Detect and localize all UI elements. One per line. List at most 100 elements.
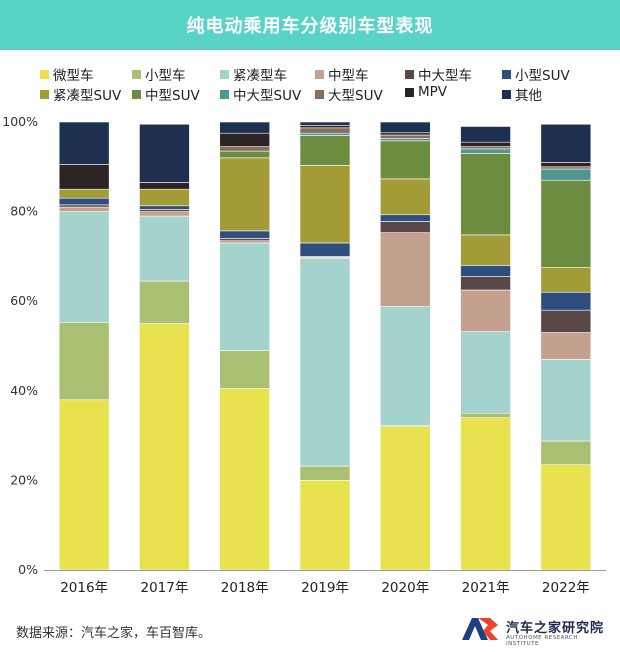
y-tick-label: 60% <box>10 293 38 308</box>
legend-item: 中型车 <box>315 64 369 84</box>
brand-logo-icon <box>462 618 498 640</box>
bar-segment <box>460 234 511 266</box>
brand-block: 汽车之家研究院 AUTOHOME RESEARCH INSTITUTE <box>460 613 610 647</box>
bar-segment <box>299 132 351 136</box>
bar-segment <box>58 204 110 208</box>
bar-segment <box>139 209 190 212</box>
bar-segment <box>379 178 431 216</box>
bar-segment <box>460 412 511 418</box>
bar-segment <box>58 188 110 199</box>
bar-segment <box>219 150 271 159</box>
bar-segment <box>299 121 351 126</box>
bar-segment <box>299 135 351 166</box>
legend-label: 紧凑型车 <box>233 68 287 84</box>
bar-segment <box>540 166 592 170</box>
bar-segment <box>139 188 190 207</box>
bar-segment <box>299 242 351 257</box>
legend-item: 中型SUV <box>132 84 200 104</box>
bar-segment <box>540 359 592 442</box>
bar-segment <box>540 168 592 181</box>
legend-swatch <box>502 89 511 99</box>
bar-segment <box>219 240 271 244</box>
legend-label: 中大型SUV <box>233 88 302 104</box>
legend-item: 其他 <box>502 84 542 104</box>
bar-segment <box>379 138 431 142</box>
bar-segment <box>219 242 271 351</box>
legend-item: 小型SUV <box>502 64 570 84</box>
legend-label: 大型SUV <box>328 88 383 104</box>
bar-segment <box>379 140 431 180</box>
bar-segment <box>58 206 110 212</box>
chart-title: 纯电动乘用车分级别车型表现 <box>186 16 434 37</box>
legend-label: 微型车 <box>53 68 94 84</box>
legend-swatch <box>40 89 49 99</box>
legend-item: 微型车 <box>40 64 94 84</box>
bar-segment <box>460 417 511 571</box>
bar-segment <box>299 127 351 134</box>
legend-label: 其他 <box>515 88 542 104</box>
x-tick-label: 2018年 <box>221 580 269 596</box>
bar-segment <box>460 265 511 277</box>
legend-item: 小型车 <box>132 64 186 84</box>
bar-segment <box>139 182 190 190</box>
y-tick-label: 80% <box>10 204 38 219</box>
bar-segment <box>379 132 431 136</box>
bar-segment <box>379 426 431 571</box>
chart-title-banner: 纯电动乘用车分级别车型表现 <box>0 0 620 50</box>
legend-item: 大型SUV <box>315 84 383 104</box>
bar-segment <box>219 238 271 242</box>
bar-segment <box>540 309 592 333</box>
bar-segment <box>460 148 511 154</box>
bar-segment <box>540 179 592 268</box>
bar-segment <box>58 121 110 165</box>
bar-segment <box>540 464 592 571</box>
bar-segment <box>219 121 271 134</box>
bar-segment <box>540 440 592 466</box>
bar-segment <box>58 211 110 324</box>
legend-item: 紧凑型车 <box>220 64 287 84</box>
bar-segment <box>379 134 431 139</box>
bar-segment <box>139 123 190 183</box>
x-tick-label: 2020年 <box>381 580 429 596</box>
bar-segment <box>460 331 511 414</box>
y-tick-label: 40% <box>10 383 38 398</box>
bar-segment <box>460 276 511 291</box>
legend-swatch <box>502 69 511 79</box>
bar-segment <box>540 291 592 311</box>
bar-segment <box>379 306 431 426</box>
legend-label: 中大型车 <box>418 68 472 84</box>
legend-label: 中型SUV <box>145 88 200 104</box>
legend-swatch <box>220 69 229 79</box>
bar-segment <box>219 157 271 232</box>
bar-segment <box>58 164 110 190</box>
bar-segment <box>299 258 351 467</box>
bar-segment <box>139 323 190 571</box>
y-tick-label: 20% <box>10 472 38 487</box>
x-tick-label: 2022年 <box>542 580 590 596</box>
legend-label: 小型车 <box>145 68 186 84</box>
bar-segment <box>58 197 110 206</box>
legend-label: 紧凑型SUV <box>53 88 122 104</box>
legend-swatch <box>40 69 49 79</box>
legend-item: 紧凑型SUV <box>40 84 121 104</box>
bar-segment <box>219 350 271 389</box>
legend-swatch <box>315 89 324 99</box>
bar-segment <box>219 146 271 152</box>
x-tick-label: 2016年 <box>60 580 108 596</box>
legend-label: 小型SUV <box>515 68 570 84</box>
bar-segment <box>219 388 271 571</box>
brand-name: 汽车之家研究院 <box>506 621 605 636</box>
legend-swatch <box>220 89 229 99</box>
legend-swatch <box>315 69 324 79</box>
legend-label: 中型车 <box>328 68 369 84</box>
bar-segment <box>139 215 190 282</box>
legend-swatch <box>132 69 141 79</box>
bar-segment <box>299 125 351 129</box>
bar-segment <box>219 132 271 147</box>
bar-segment <box>460 126 511 143</box>
bar-segment <box>139 280 190 324</box>
legend-swatch <box>132 89 141 99</box>
legend-swatch <box>405 87 414 97</box>
data-source-note: 数据来源：汽车之家，车百智库。 <box>16 626 212 641</box>
bar-segment <box>299 465 351 481</box>
